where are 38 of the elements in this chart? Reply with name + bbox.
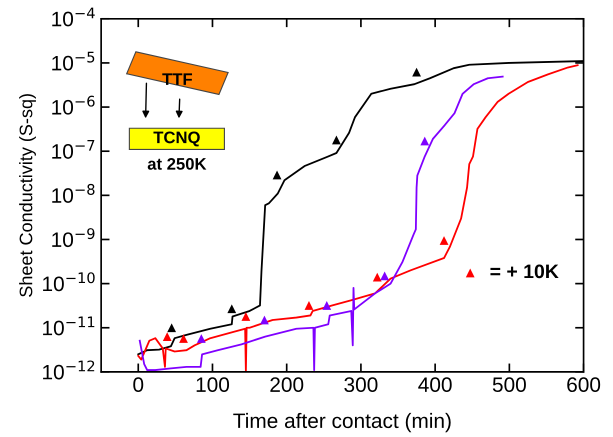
- x-tick-label: 500: [492, 377, 526, 392]
- point: [179, 334, 188, 343]
- y-tick-label: 10$^{−11}$: [43, 316, 94, 336]
- y-axis-title: Sheet Conductivity (S-sq): [19, 94, 36, 297]
- point: [332, 136, 341, 144]
- point: [372, 272, 382, 282]
- annotation: at 250K: [148, 158, 206, 170]
- x-tick-label: 300: [344, 377, 378, 392]
- y-tick-label: 10$^{−5}$: [52, 52, 94, 71]
- annotation: TTF: [162, 73, 192, 85]
- annotation: TCNQ: [153, 132, 200, 146]
- point: [304, 301, 314, 310]
- y-tick-label: 10$^{−6}$: [52, 96, 95, 115]
- point: [196, 334, 206, 343]
- x-tick-label: 0: [133, 377, 144, 392]
- y-tick-label: 10$^{−10}$: [43, 272, 95, 292]
- x-tick-label: 600: [567, 377, 600, 392]
- point: [322, 301, 332, 310]
- point: [420, 136, 430, 146]
- y-tick-label: 10$^{−8}$: [52, 184, 95, 203]
- x-axis-title: Time after contact (min): [233, 412, 451, 432]
- x-tick-label: 200: [270, 377, 304, 392]
- point: [227, 304, 236, 314]
- point: [380, 271, 390, 280]
- y-tick-label: 10$^{−4}$: [52, 8, 95, 26]
- point: [241, 312, 250, 321]
- point: [260, 316, 269, 324]
- y-tick-label: 10$^{−9}$: [52, 228, 95, 248]
- y-tick-label: 10$^{−7}$: [52, 140, 94, 159]
- point: [440, 236, 448, 245]
- y-tick-label: 10$^{−12}$: [43, 360, 94, 380]
- point: [162, 332, 172, 341]
- point: [412, 68, 421, 76]
- point: [272, 170, 282, 180]
- legend-label: = + 10K: [490, 264, 559, 278]
- point: [167, 323, 176, 332]
- x-tick-label: 400: [418, 377, 452, 392]
- x-tick-label: 100: [196, 377, 230, 392]
